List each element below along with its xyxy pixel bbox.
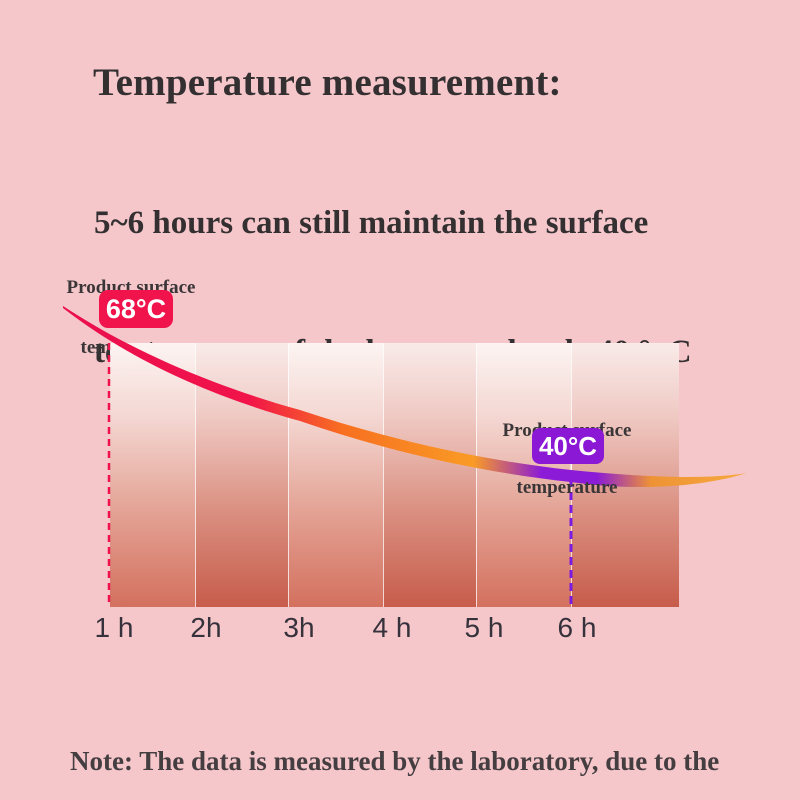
end-temperature-badge: 40°C (532, 428, 604, 464)
chart-column-3h (288, 343, 383, 607)
chart-column-1h (110, 343, 195, 607)
page-title: Temperature measurement: (93, 61, 562, 104)
start-temperature-badge: 68°C (99, 290, 173, 328)
x-axis-tick-2h: 2h (190, 612, 222, 643)
annotation-end-line-2: temperature (516, 477, 618, 498)
chart-column-2h (195, 343, 288, 607)
x-axis-tick-5h: 5 h (464, 612, 504, 643)
chart-column-4h (383, 343, 476, 607)
x-axis-tick-4h: 4 h (372, 612, 412, 643)
disclaimer-note: Note: The data is measured by the labora… (70, 686, 734, 800)
x-axis-tick-3h: 3h (283, 612, 315, 643)
note-line-1: Note: The data is measured by the labora… (70, 746, 720, 776)
x-axis-tick-1h: 1 h (94, 612, 134, 643)
subtitle-line-1: 5~6 hours can still maintain the surface (94, 205, 649, 241)
x-axis-tick-6h: 6 h (557, 612, 597, 643)
